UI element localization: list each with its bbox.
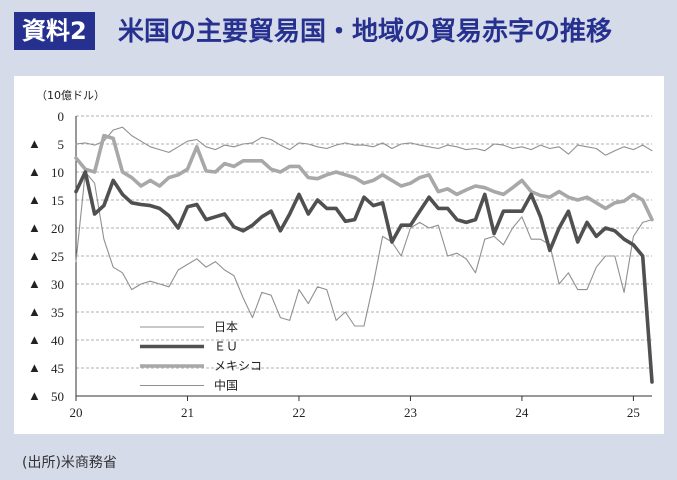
y-tick-label-0: 0 — [58, 109, 65, 124]
y-tick-label-3: 15 — [51, 193, 64, 208]
y-tick-label-1: 5 — [58, 137, 65, 152]
figure-tag: 資料2 — [14, 12, 95, 50]
legend-label-0: 日本 — [214, 320, 238, 334]
header: 資料2 米国の主要貿易国・地域の貿易赤字の推移 — [0, 0, 677, 66]
x-tick-label-4: 24 — [515, 405, 529, 420]
y-tick-marker-2: ▲ — [28, 164, 41, 179]
y-tick-label-7: 35 — [51, 305, 64, 320]
y-tick-marker-6: ▲ — [28, 276, 41, 291]
unit-label: （10億ドル） — [36, 89, 105, 102]
chart-panel: 0 ▲ 5 ▲ 10 ▲ 15 ▲ 20 ▲ 25 ▲ 30 ▲ 35 ▲ 40 ▲ 45 ▲ 50 20 21 22 23 24… — [14, 76, 664, 434]
x-tick-label-2: 22 — [292, 405, 305, 420]
axes: 0 ▲ 5 ▲ 10 ▲ 15 ▲ 20 ▲ 25 ▲ 30 ▲ 35 ▲ 40 ▲ 45 ▲ 50 20 21 22 23 24… — [28, 109, 652, 420]
y-tick-label-2: 10 — [51, 165, 64, 180]
y-tick-label-4: 20 — [51, 221, 64, 236]
x-tick-label-1: 21 — [181, 405, 194, 420]
y-tick-label-10: 50 — [51, 389, 64, 404]
y-tick-marker-10: ▲ — [28, 388, 41, 403]
series-line-2 — [74, 133, 654, 222]
line-chart: 0 ▲ 5 ▲ 10 ▲ 15 ▲ 20 ▲ 25 ▲ 30 ▲ 35 ▲ 40 ▲ 45 ▲ 50 20 21 22 23 24… — [28, 89, 654, 420]
y-tick-marker-1: ▲ — [28, 136, 41, 151]
series-line-3 — [75, 171, 653, 327]
legend-label-2: メキシコ — [214, 359, 262, 373]
y-tick-label-5: 25 — [51, 249, 64, 264]
series-lines — [74, 126, 654, 384]
x-tick-label-3: 23 — [404, 405, 417, 420]
legend-label-3: 中国 — [214, 378, 238, 393]
grid-lines — [76, 115, 652, 369]
y-tick-marker-8: ▲ — [28, 332, 41, 347]
y-tick-marker-5: ▲ — [28, 248, 41, 263]
source-note: (出所)米商務省 — [22, 455, 117, 471]
y-tick-marker-7: ▲ — [28, 304, 41, 319]
y-tick-marker-4: ▲ — [28, 220, 41, 235]
series-line-1 — [74, 170, 654, 384]
legend-label-1: ＥＵ — [214, 340, 238, 354]
x-tick-label-5: 25 — [627, 405, 640, 420]
series-line-0 — [75, 126, 653, 156]
x-tick-label-0: 20 — [70, 405, 83, 420]
y-tick-label-6: 30 — [51, 277, 64, 292]
y-tick-marker-3: ▲ — [28, 192, 41, 207]
y-tick-label-9: 45 — [51, 361, 64, 376]
y-tick-marker-9: ▲ — [28, 360, 41, 375]
y-tick-label-8: 40 — [51, 333, 64, 348]
chart-title: 米国の主要貿易国・地域の貿易赤字の推移 — [118, 17, 613, 47]
